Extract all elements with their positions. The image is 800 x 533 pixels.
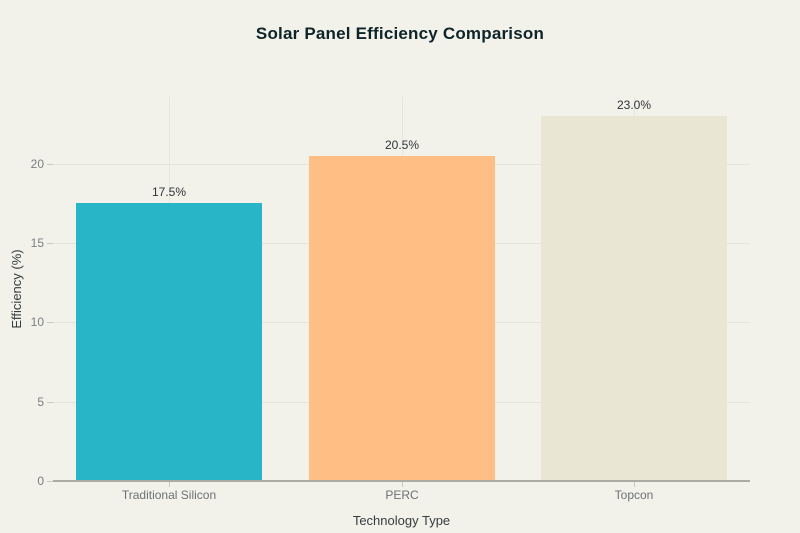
- plot-area: 17.5% 20.5% 23.0%: [53, 97, 750, 481]
- y-tick-mark: [47, 481, 53, 482]
- x-tick-mark: [634, 482, 635, 487]
- bar-value-label: 20.5%: [384, 138, 420, 152]
- x-tick-label: Topcon: [614, 488, 654, 502]
- chart-title: Solar Panel Efficiency Comparison: [255, 24, 545, 43]
- y-tick-mark: [47, 401, 53, 403]
- bar-value-label: 17.5%: [151, 185, 187, 199]
- y-tick-label: 10: [30, 315, 44, 330]
- x-axis-title: Technology Type: [352, 513, 451, 528]
- y-tick-mark: [47, 242, 53, 244]
- y-tick-label: 15: [30, 235, 44, 250]
- y-tick-label: 5: [37, 394, 44, 409]
- bar-value-label: 23.0%: [616, 98, 652, 112]
- bar: [76, 203, 262, 481]
- y-axis-title: Efficiency (%): [9, 249, 24, 329]
- x-axis-baseline: [53, 480, 750, 482]
- y-tick-mark: [47, 163, 53, 165]
- y-tick-mark: [47, 322, 53, 324]
- x-tick-mark: [402, 482, 403, 487]
- x-tick-mark: [169, 482, 170, 487]
- y-tick-label: 0: [37, 474, 44, 488]
- x-tick-label: Traditional Silicon: [121, 488, 217, 502]
- y-tick-label: 20: [30, 156, 44, 171]
- bar: [309, 156, 495, 481]
- bar: [541, 116, 727, 481]
- x-tick-label: PERC: [385, 488, 419, 502]
